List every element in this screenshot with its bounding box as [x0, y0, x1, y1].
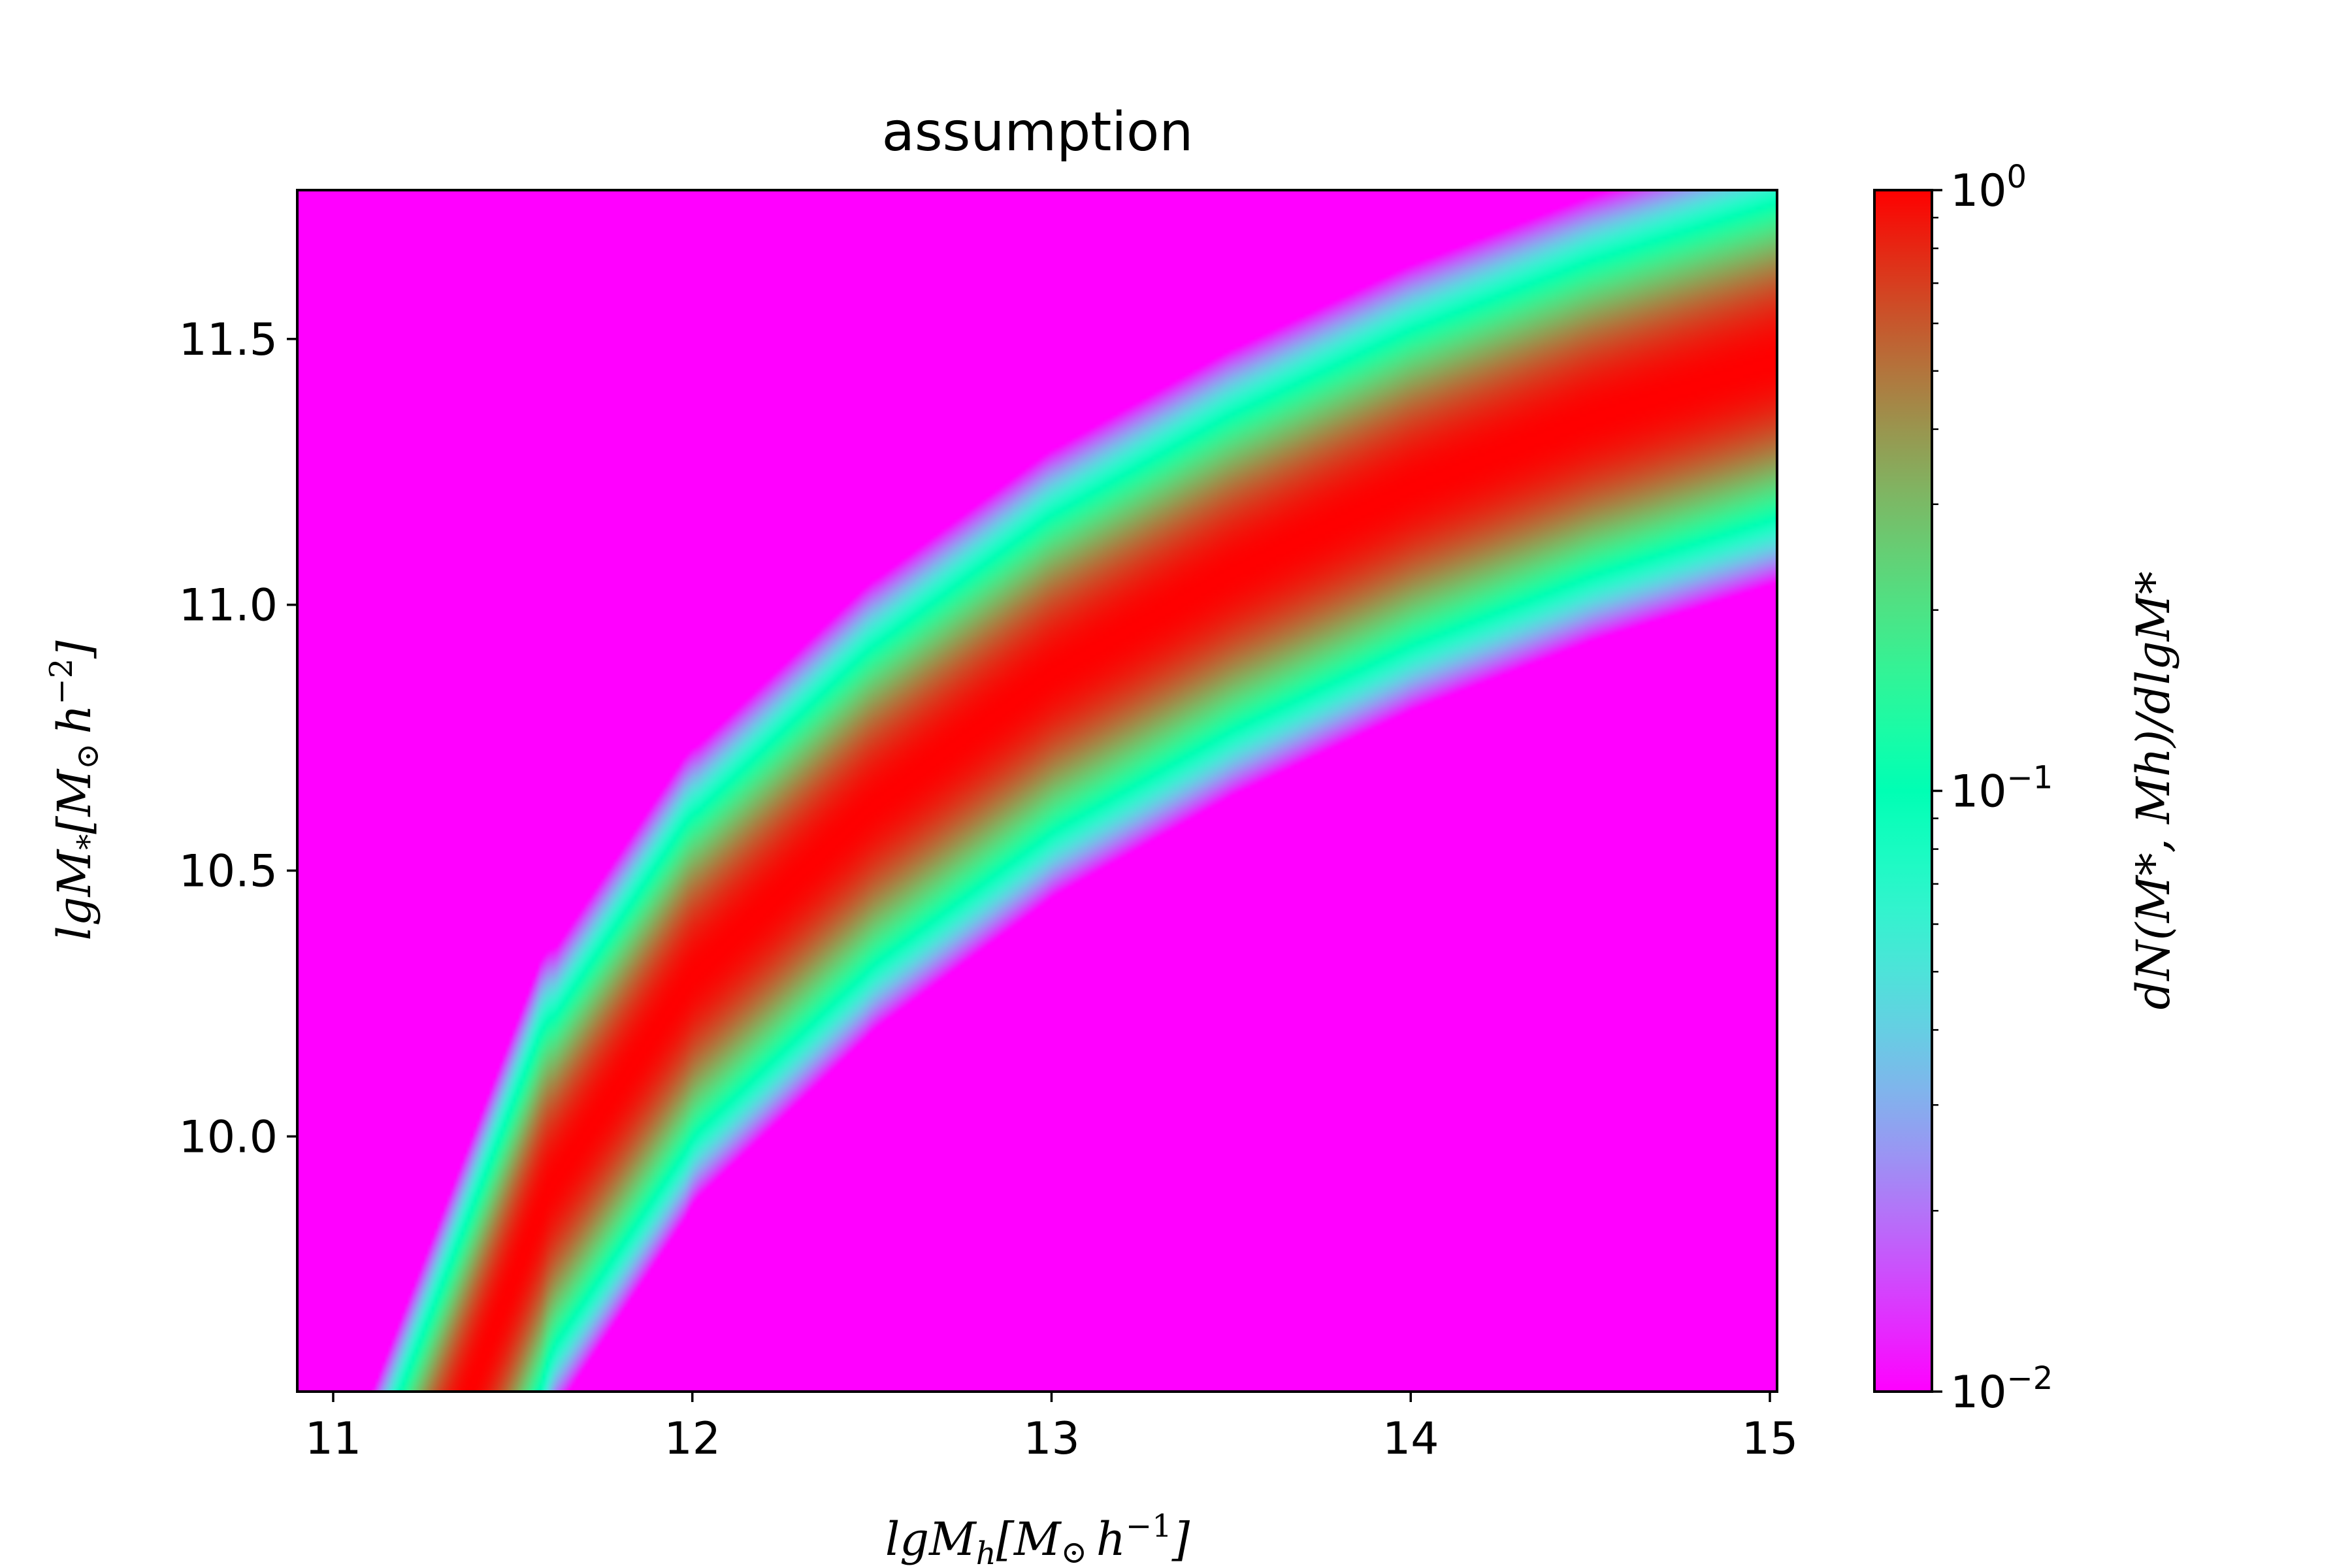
colorbar-tick-label: 10−1: [1950, 760, 2053, 818]
x-tick-label: 11: [305, 1413, 362, 1465]
heatmap-image: [297, 190, 1777, 1392]
y-tick-label: 11.0: [179, 580, 278, 632]
colorbar: 100 10−1 10−2: [1873, 159, 2053, 1418]
y-tick-label: 10.0: [179, 1111, 278, 1163]
colorbar-tick-label: 10−2: [1950, 1360, 2053, 1418]
colorbar-tick-label: 100: [1950, 159, 2027, 217]
y-axis-label: lgM*[M⊙h−2]: [43, 640, 107, 941]
y-tick-label: 11.5: [179, 314, 278, 366]
x-axis: 11 12 13 14 15: [305, 1392, 1799, 1465]
x-tick-label: 14: [1382, 1413, 1439, 1465]
chart-title: assumption: [882, 101, 1194, 163]
colorbar-gradient: [1874, 190, 1932, 1392]
y-tick-label: 10.5: [179, 846, 278, 898]
x-axis-label: lgMh[M⊙ h−1]: [885, 1508, 1190, 1568]
x-tick-label: 15: [1742, 1413, 1799, 1465]
y-axis: 10.0 10.5 11.0 11.5: [179, 314, 297, 1163]
colorbar-ticks: 100 10−1 10−2: [1932, 159, 2053, 1418]
heatmap-area: [296, 189, 1778, 1393]
x-tick-label: 12: [664, 1413, 721, 1465]
x-tick-label: 13: [1023, 1413, 1080, 1465]
plot-frame: [296, 189, 1778, 1393]
colorbar-label: dN(M*, Mh)/dlgM*: [2127, 572, 2180, 1010]
